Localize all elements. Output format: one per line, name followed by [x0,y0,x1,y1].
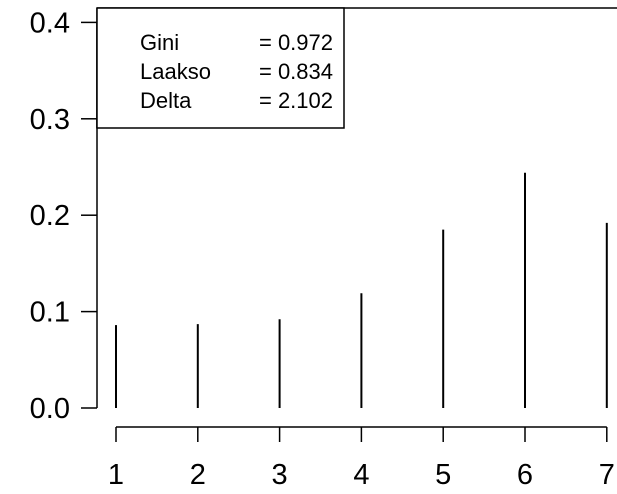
legend: Gini = 0.972 Laakso = 0.834 Delta = 2.102 [96,7,345,129]
legend-value: = 2.102 [259,88,333,113]
legend-box [96,7,345,129]
bars [115,172,608,408]
legend-label: Gini [140,30,179,55]
y-tick-label: 0.2 [30,200,70,232]
legend-label: Laakso [140,59,211,84]
y-tick-label: 0.3 [30,104,70,136]
legend-value: = 0.972 [259,30,333,55]
x-tick-label: 7 [599,459,615,491]
x-tick-label: 6 [517,459,533,491]
x-axis: 1 2 3 4 5 6 7 [108,426,615,491]
x-tick-label: 5 [435,459,451,491]
legend-value: = 0.834 [259,59,333,84]
y-tick-label: 0.0 [30,393,70,425]
x-tick-label: 2 [190,459,206,491]
y-axis: 0.0 0.1 0.2 0.3 0.4 [30,7,98,425]
legend-label: Delta [140,88,192,113]
x-tick-label: 3 [272,459,288,491]
y-tick-label: 0.1 [30,297,70,329]
x-tick-label: 4 [353,459,369,491]
y-tick-label: 0.4 [30,7,70,39]
x-tick-label: 1 [108,459,124,491]
